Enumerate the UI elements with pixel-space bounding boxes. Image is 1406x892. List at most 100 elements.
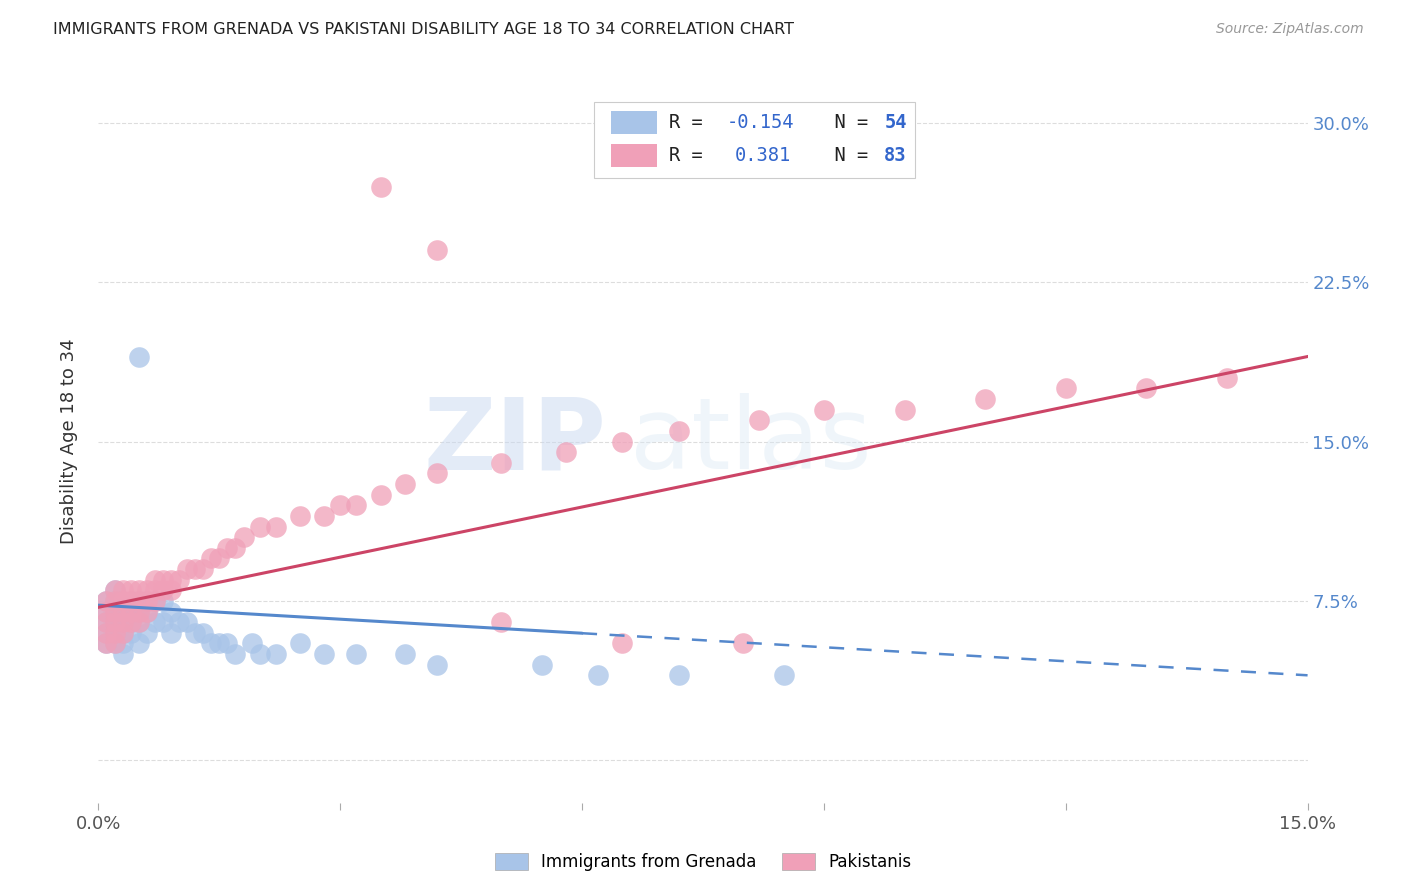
Point <box>103 583 125 598</box>
Point <box>143 594 166 608</box>
Point <box>692 136 714 151</box>
Point <box>224 647 246 661</box>
Bar <box>612 144 657 167</box>
Text: 0.381: 0.381 <box>734 146 790 165</box>
Point <box>491 456 513 470</box>
Point <box>96 594 118 608</box>
Point <box>120 605 142 619</box>
Point <box>96 594 118 608</box>
Point <box>96 605 118 619</box>
Point <box>120 615 142 630</box>
Point <box>111 625 134 640</box>
Point <box>555 445 578 459</box>
Point <box>135 594 157 608</box>
Point <box>160 625 183 640</box>
Text: IMMIGRANTS FROM GRENADA VS PAKISTANI DISABILITY AGE 18 TO 34 CORRELATION CHART: IMMIGRANTS FROM GRENADA VS PAKISTANI DIS… <box>53 22 794 37</box>
Point <box>103 594 125 608</box>
Text: -0.154: -0.154 <box>727 113 794 132</box>
Point <box>152 615 174 630</box>
Point <box>893 402 915 417</box>
Point <box>128 594 150 608</box>
Point <box>152 583 174 598</box>
Point <box>128 615 150 630</box>
Point <box>288 508 311 523</box>
Point <box>128 350 150 364</box>
Text: Source: ZipAtlas.com: Source: ZipAtlas.com <box>1216 22 1364 37</box>
Point <box>208 636 231 650</box>
Point <box>329 498 352 512</box>
Point <box>370 488 392 502</box>
Point <box>103 605 125 619</box>
Point <box>491 615 513 630</box>
Point <box>200 551 222 566</box>
Legend: Immigrants from Grenada, Pakistanis: Immigrants from Grenada, Pakistanis <box>486 845 920 880</box>
Point <box>160 573 183 587</box>
Point <box>103 605 125 619</box>
Point <box>217 541 239 555</box>
Point <box>426 244 449 258</box>
Point <box>103 615 125 630</box>
Point <box>160 605 183 619</box>
Point <box>143 573 166 587</box>
Point <box>240 636 263 650</box>
Point <box>128 583 150 598</box>
Point <box>370 179 392 194</box>
Point <box>111 605 134 619</box>
Point <box>120 625 142 640</box>
Point <box>135 605 157 619</box>
Point <box>120 605 142 619</box>
Point <box>1054 381 1077 395</box>
Point <box>193 562 215 576</box>
Point <box>974 392 997 406</box>
Point <box>128 594 150 608</box>
Point <box>111 594 134 608</box>
Point <box>103 583 125 598</box>
Point <box>224 541 246 555</box>
Point <box>103 625 125 640</box>
Point <box>167 615 190 630</box>
Text: 54: 54 <box>884 113 907 132</box>
Point <box>176 615 198 630</box>
Text: 83: 83 <box>884 146 907 165</box>
Bar <box>612 112 657 135</box>
Point <box>176 562 198 576</box>
Point <box>160 583 183 598</box>
Point <box>96 636 118 650</box>
Point <box>394 647 416 661</box>
Point <box>128 605 150 619</box>
Point <box>111 625 134 640</box>
Point <box>167 573 190 587</box>
Point <box>813 402 835 417</box>
Point <box>668 424 690 438</box>
Point <box>314 508 336 523</box>
Point <box>748 413 770 427</box>
Point <box>111 615 134 630</box>
Point <box>586 668 609 682</box>
Point <box>232 530 254 544</box>
Point <box>1135 381 1157 395</box>
Point <box>111 594 134 608</box>
Point <box>733 636 755 650</box>
Point <box>135 605 157 619</box>
Text: R =: R = <box>669 146 725 165</box>
Point <box>612 434 634 449</box>
Text: R =: R = <box>669 113 714 132</box>
Text: atlas: atlas <box>630 393 872 490</box>
Point <box>853 147 876 161</box>
Point <box>111 636 134 650</box>
Text: N =: N = <box>811 113 879 132</box>
Point <box>111 583 134 598</box>
Point <box>288 636 311 650</box>
Point <box>152 594 174 608</box>
Point <box>394 477 416 491</box>
Point <box>184 562 207 576</box>
Point <box>208 551 231 566</box>
Point <box>103 636 125 650</box>
Point <box>344 647 367 661</box>
Point <box>193 625 215 640</box>
FancyBboxPatch shape <box>595 102 915 178</box>
Text: ZIP: ZIP <box>423 393 606 490</box>
Point <box>111 615 134 630</box>
Point <box>96 605 118 619</box>
Point <box>96 625 118 640</box>
